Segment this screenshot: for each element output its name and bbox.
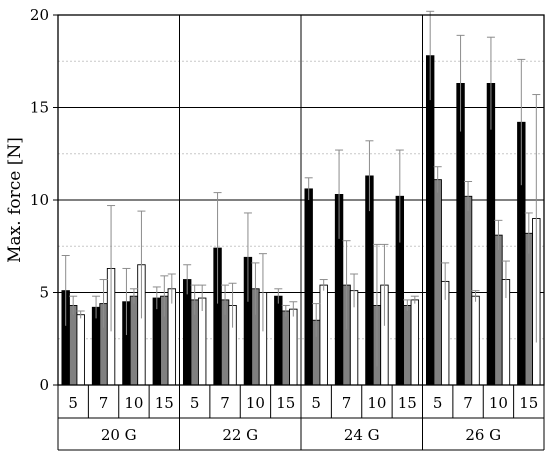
bar (471, 295, 480, 386)
bar (304, 188, 313, 386)
bar (494, 234, 503, 386)
y-tick-label: 5 (39, 284, 49, 302)
x-axis: 5 7 10 15 5 7 10 15 5 7 10 15 5 7 10 15 20 G 22 G 24 G 26 G (57, 385, 545, 451)
bar (68, 305, 78, 386)
x-group-label: 26 G (465, 426, 501, 444)
x-group-label: 22 G (222, 426, 258, 444)
bar (425, 55, 435, 386)
x-tick-label: 7 (99, 394, 109, 412)
bar (463, 195, 473, 386)
x-tick-label: 15 (398, 394, 417, 412)
x-tick-label: 15 (276, 394, 295, 412)
x-tick-label: 7 (342, 394, 352, 412)
x-group-label: 24 G (344, 426, 380, 444)
y-tick-label: 20 (30, 6, 49, 24)
bar (281, 310, 291, 386)
x-tick-label: 10 (246, 394, 265, 412)
bars (61, 55, 541, 386)
bar (274, 295, 283, 386)
bar (524, 232, 534, 386)
x-tick-label: 7 (220, 394, 230, 412)
error-bars (61, 10, 541, 367)
bar (289, 308, 298, 386)
x-tick-label: 5 (68, 394, 78, 412)
bar (319, 284, 328, 386)
x-group-label: 20 G (101, 426, 137, 444)
x-tick-label: 10 (489, 394, 508, 412)
y-tick-label: 0 (39, 376, 49, 394)
bar (433, 179, 442, 386)
x-tick-label: 7 (463, 394, 473, 412)
bar (129, 295, 139, 386)
x-tick-label: 5 (190, 394, 200, 412)
x-tick-label: 10 (367, 394, 386, 412)
y-axis-label: Max. force [N] (5, 137, 25, 263)
x-tick-label: 10 (124, 394, 143, 412)
bar (91, 306, 101, 386)
bar (197, 297, 207, 386)
bar (410, 299, 420, 386)
bar (182, 279, 192, 386)
bar (403, 305, 412, 386)
bar (152, 297, 162, 386)
x-tick-label: 5 (311, 394, 321, 412)
x-tick-label: 5 (433, 394, 443, 412)
x-tick-label: 15 (155, 394, 174, 412)
y-tick-label: 10 (30, 191, 49, 209)
y-tick-label: 15 (30, 99, 49, 117)
y-axis: 0 5 10 15 20 (30, 6, 58, 394)
x-tick-label: 15 (519, 394, 538, 412)
bar (76, 314, 85, 386)
